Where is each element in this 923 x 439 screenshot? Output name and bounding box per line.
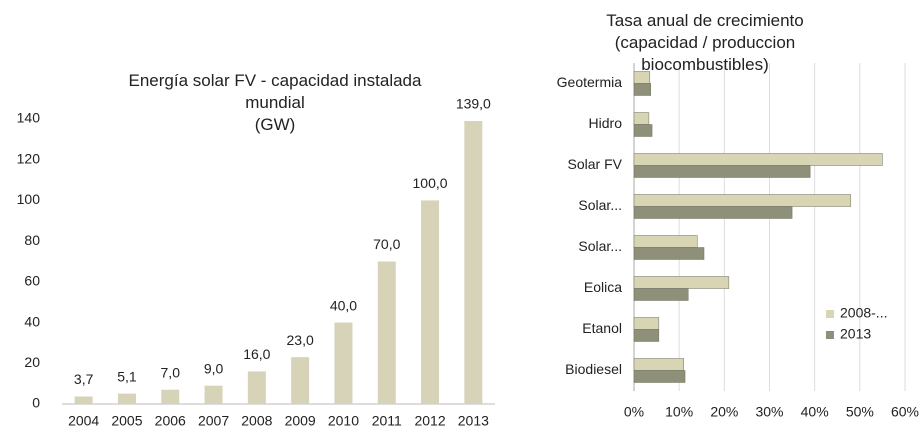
bar	[633, 206, 793, 219]
legend-swatch	[826, 331, 834, 339]
bar	[161, 389, 180, 404]
y-tick-label: 120	[17, 150, 41, 166]
chart-title: Tasa anual de crecimiento (capacidad / p…	[606, 11, 804, 74]
x-tick-label: 2005	[111, 413, 142, 429]
bar	[117, 393, 136, 404]
bar	[334, 322, 353, 404]
bar	[633, 370, 686, 383]
value-label: 100,0	[413, 175, 448, 191]
x-tick-label: 0%	[624, 404, 644, 420]
y-tick-label: Solar...	[578, 238, 622, 254]
legend-swatch	[826, 310, 834, 318]
y-tick-label: 40	[24, 313, 40, 329]
y-tick-label: Solar...	[578, 197, 622, 213]
bar	[464, 121, 483, 405]
bar	[633, 112, 650, 125]
y-tick-label: Biodiesel	[565, 361, 622, 377]
x-tick-label: 40%	[801, 404, 829, 420]
bar	[633, 276, 730, 289]
value-label: 7,0	[161, 364, 181, 380]
x-tick-label: 10%	[665, 404, 693, 420]
bar	[247, 371, 266, 404]
y-tick-label: 20	[24, 354, 40, 370]
bar	[377, 261, 396, 404]
bar	[633, 329, 660, 342]
bar	[633, 235, 698, 248]
x-tick-label: 2013	[458, 413, 489, 429]
bar	[633, 124, 653, 137]
x-tick-label: 20%	[710, 404, 738, 420]
bar	[633, 358, 684, 371]
bar	[633, 288, 689, 301]
y-tick-label: 140	[17, 110, 41, 126]
value-label: 139,0	[456, 96, 491, 112]
x-tick-label: 2008	[241, 413, 272, 429]
x-tick-label: 60%	[891, 404, 919, 420]
bar	[633, 83, 651, 96]
bar	[204, 385, 223, 404]
bar	[74, 396, 93, 404]
y-tick-label: 100	[17, 191, 41, 207]
x-tick-label: 2004	[68, 413, 99, 429]
x-tick-label: 2006	[155, 413, 186, 429]
bar	[421, 200, 440, 404]
bar	[633, 165, 811, 178]
bar	[633, 153, 883, 166]
x-tick-label: 2011	[372, 413, 402, 429]
value-label: 40,0	[330, 297, 357, 313]
bar	[633, 317, 660, 330]
value-label: 5,1	[117, 368, 137, 384]
value-label: 3,7	[74, 371, 94, 387]
y-tick-label: 80	[24, 232, 40, 248]
value-label: 9,0	[204, 360, 224, 376]
value-label: 23,0	[287, 332, 314, 348]
x-tick-label: 2009	[285, 413, 316, 429]
y-tick-label: 0	[32, 395, 40, 411]
chart-title: Energía solar FV - capacidad instalada m…	[128, 71, 422, 134]
y-tick-label: Solar FV	[568, 156, 623, 172]
y-tick-label: 60	[24, 273, 40, 289]
x-tick-label: 2010	[328, 413, 359, 429]
legend-label: 2013	[840, 326, 871, 342]
x-tick-label: 2012	[414, 413, 445, 429]
x-tick-label: 50%	[846, 404, 874, 420]
value-label: 16,0	[243, 346, 270, 362]
y-tick-label: Eolica	[584, 279, 622, 295]
x-tick-label: 2007	[198, 413, 229, 429]
bar	[633, 247, 705, 260]
value-label: 70,0	[373, 236, 400, 252]
y-tick-label: Etanol	[582, 320, 622, 336]
y-tick-label: Hidro	[589, 115, 623, 131]
x-tick-label: 30%	[755, 404, 783, 420]
y-tick-label: Geotermia	[557, 74, 623, 90]
bar	[291, 357, 310, 404]
legend-label: 2008-...	[840, 305, 887, 321]
bar	[633, 194, 852, 207]
